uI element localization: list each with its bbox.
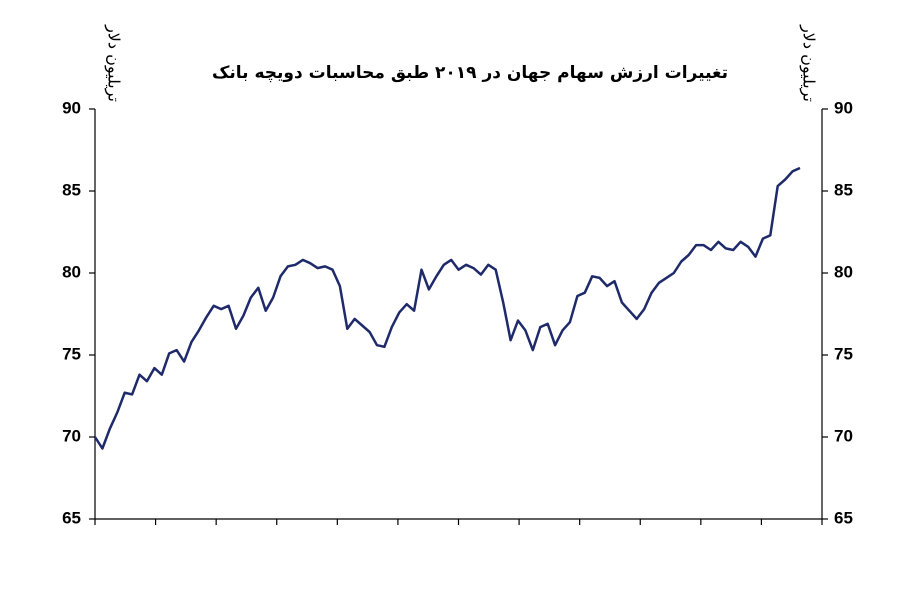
y-tick-label: 85 (62, 180, 81, 199)
y2-axis-label: تریلیون دلار (799, 24, 819, 102)
y2-tick-label: 90 (834, 98, 853, 117)
y2-tick-label: 85 (834, 180, 853, 199)
y-tick-label: 70 (62, 426, 81, 445)
y2-tick-label: 65 (834, 508, 853, 527)
y2-tick-label: 80 (834, 262, 853, 281)
y-tick-label: 80 (62, 262, 81, 281)
y2-tick-label: 75 (834, 344, 853, 363)
y-axis-label: تریلیون دلار (104, 24, 124, 102)
chart-title: تغییرات ارزش سهام جهان در ۲۰۱۹ طبق محاسب… (212, 63, 728, 83)
y-tick-label: 75 (62, 344, 81, 363)
y2-tick-label: 70 (834, 426, 853, 445)
y-tick-label: 65 (62, 508, 81, 527)
y-tick-label: 90 (62, 98, 81, 117)
data-line (93, 166, 801, 450)
